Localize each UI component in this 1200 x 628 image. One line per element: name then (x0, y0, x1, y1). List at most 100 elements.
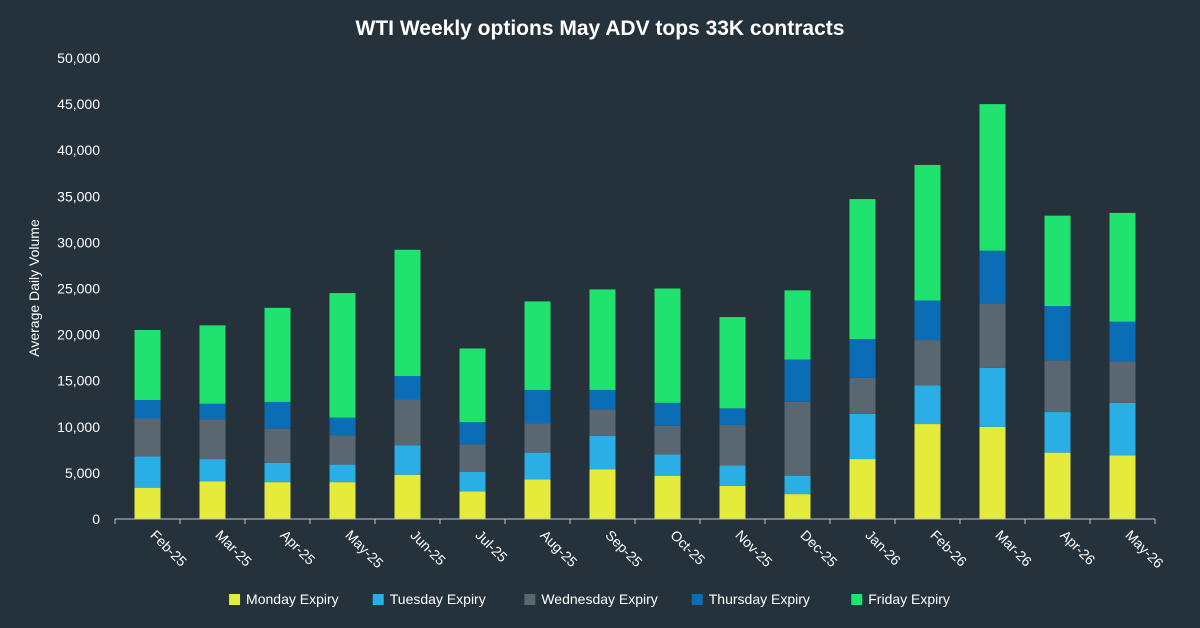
bar-segment-tuesday-expiry (914, 385, 941, 425)
bar-segment-thursday-expiry (784, 359, 811, 402)
x-tick-label: Nov-25 (732, 527, 775, 570)
y-tick-label: 5,000 (65, 465, 100, 481)
bar-segment-friday-expiry (459, 348, 486, 423)
bar-segment-monday-expiry (264, 482, 291, 519)
y-tick-label: 15,000 (57, 373, 100, 389)
bar-segment-tuesday-expiry (849, 413, 876, 460)
bar-segment-tuesday-expiry (459, 471, 486, 492)
bar-segment-tuesday-expiry (654, 454, 681, 476)
bar-segment-friday-expiry (979, 104, 1006, 251)
bar-segment-monday-expiry (589, 469, 616, 519)
y-tick-label: 20,000 (57, 327, 100, 343)
bar-segment-thursday-expiry (524, 389, 551, 424)
bar-segment-friday-expiry (1109, 212, 1136, 322)
legend-label: Monday Expiry (246, 591, 339, 607)
bar-segment-monday-expiry (849, 459, 876, 519)
bar-segment-thursday-expiry (459, 422, 486, 445)
y-tick-label: 10,000 (57, 419, 100, 435)
bar-segment-monday-expiry (1109, 455, 1136, 519)
bar-segment-wednesday-expiry (719, 424, 746, 466)
bar-segment-friday-expiry (199, 325, 226, 404)
bar-segment-tuesday-expiry (784, 475, 811, 495)
x-tick-label: Oct-25 (667, 527, 708, 568)
legend: Monday Expiry Tuesday Expiry Wednesday Exp… (229, 591, 950, 607)
x-tick-label: Aug-25 (537, 527, 580, 570)
legend-item-monday-expiry: Monday Expiry (229, 591, 339, 607)
bar-segment-monday-expiry (719, 485, 746, 519)
legend-item-friday-expiry: Friday Expiry (851, 591, 950, 607)
x-tick-label: Sep-25 (602, 527, 645, 570)
bar-segment-tuesday-expiry (134, 456, 161, 488)
bar-segment-tuesday-expiry (264, 462, 291, 483)
bar-segment-wednesday-expiry (1109, 361, 1136, 403)
legend-item-tuesday-expiry: Tuesday Expiry (372, 591, 486, 607)
bar-segment-tuesday-expiry (199, 459, 226, 482)
bar-segment-monday-expiry (199, 481, 226, 519)
bar-segment-friday-expiry (134, 329, 161, 401)
bar-segment-monday-expiry (394, 474, 421, 519)
legend-label: Wednesday Expiry (541, 591, 657, 607)
bar-segment-wednesday-expiry (849, 377, 876, 414)
bar-segment-monday-expiry (329, 482, 356, 519)
bar-segment-thursday-expiry (719, 408, 746, 425)
bar-segment-friday-expiry (914, 164, 941, 301)
legend-swatch (524, 594, 536, 605)
bars-group (134, 104, 1136, 519)
bar-segment-thursday-expiry (849, 339, 876, 378)
x-axis-tick-labels: Feb-25 Mar-25 Apr-25 May-25 Jun-25 Jul-25 Aug-… (147, 527, 1166, 571)
bar-segment-monday-expiry (524, 479, 551, 519)
bar-segment-wednesday-expiry (914, 340, 941, 386)
bar-segment-tuesday-expiry (1109, 402, 1136, 456)
x-axis (114, 518, 1156, 524)
bar-segment-friday-expiry (589, 289, 616, 390)
bar-segment-friday-expiry (719, 317, 746, 409)
bar-segment-thursday-expiry (394, 376, 421, 400)
bar-segment-monday-expiry (784, 494, 811, 519)
y-tick-label: 0 (92, 511, 100, 527)
bar-segment-wednesday-expiry (329, 435, 356, 465)
bar-segment-wednesday-expiry (979, 303, 1006, 368)
bar-segment-thursday-expiry (264, 401, 291, 429)
x-tick-label: Jan-26 (862, 527, 904, 569)
y-axis: 0 5,000 10,000 15,000 20,000 25,000 30,000 35,0… (57, 50, 100, 527)
bar-segment-wednesday-expiry (524, 423, 551, 453)
x-tick-label: Jun-25 (407, 527, 449, 569)
bar-segment-wednesday-expiry (1044, 360, 1071, 413)
bar-segment-wednesday-expiry (784, 401, 811, 476)
bar-segment-thursday-expiry (589, 389, 616, 410)
x-tick-label: Feb-25 (147, 527, 190, 570)
legend-item-wednesday-expiry: Wednesday Expiry (524, 591, 658, 607)
x-tick-label: Jul-25 (472, 527, 510, 565)
bar-segment-thursday-expiry (654, 402, 681, 426)
bar-segment-thursday-expiry (1044, 306, 1071, 361)
y-tick-label: 25,000 (57, 281, 100, 297)
bar-segment-wednesday-expiry (134, 418, 161, 457)
legend-label: Friday Expiry (868, 591, 950, 607)
x-tick-label: May-25 (342, 527, 386, 571)
x-tick-label: May-26 (1122, 527, 1166, 571)
bar-segment-thursday-expiry (914, 300, 941, 341)
chart-title: WTI Weekly options May ADV tops 33K cont… (356, 17, 845, 40)
bar-segment-friday-expiry (524, 301, 551, 390)
bar-segment-wednesday-expiry (589, 409, 616, 437)
bar-segment-thursday-expiry (1109, 321, 1136, 362)
bar-segment-friday-expiry (264, 307, 291, 402)
bar-segment-monday-expiry (654, 475, 681, 519)
bar-segment-wednesday-expiry (459, 444, 486, 472)
x-tick-label: Mar-25 (212, 527, 255, 570)
bar-segment-friday-expiry (1044, 215, 1071, 307)
legend-swatch (229, 594, 241, 605)
x-tick-label: Apr-26 (1057, 527, 1098, 568)
bar-segment-tuesday-expiry (524, 452, 551, 480)
legend-label: Thursday Expiry (709, 591, 810, 607)
legend-swatch (372, 594, 384, 605)
bar-segment-tuesday-expiry (979, 367, 1006, 427)
legend-label: Tuesday Expiry (390, 591, 486, 607)
bar-segment-monday-expiry (979, 426, 1006, 519)
bar-segment-thursday-expiry (329, 417, 356, 436)
legend-item-thursday-expiry: Thursday Expiry (691, 591, 810, 607)
bar-segment-friday-expiry (849, 199, 876, 340)
bar-segment-tuesday-expiry (329, 464, 356, 483)
